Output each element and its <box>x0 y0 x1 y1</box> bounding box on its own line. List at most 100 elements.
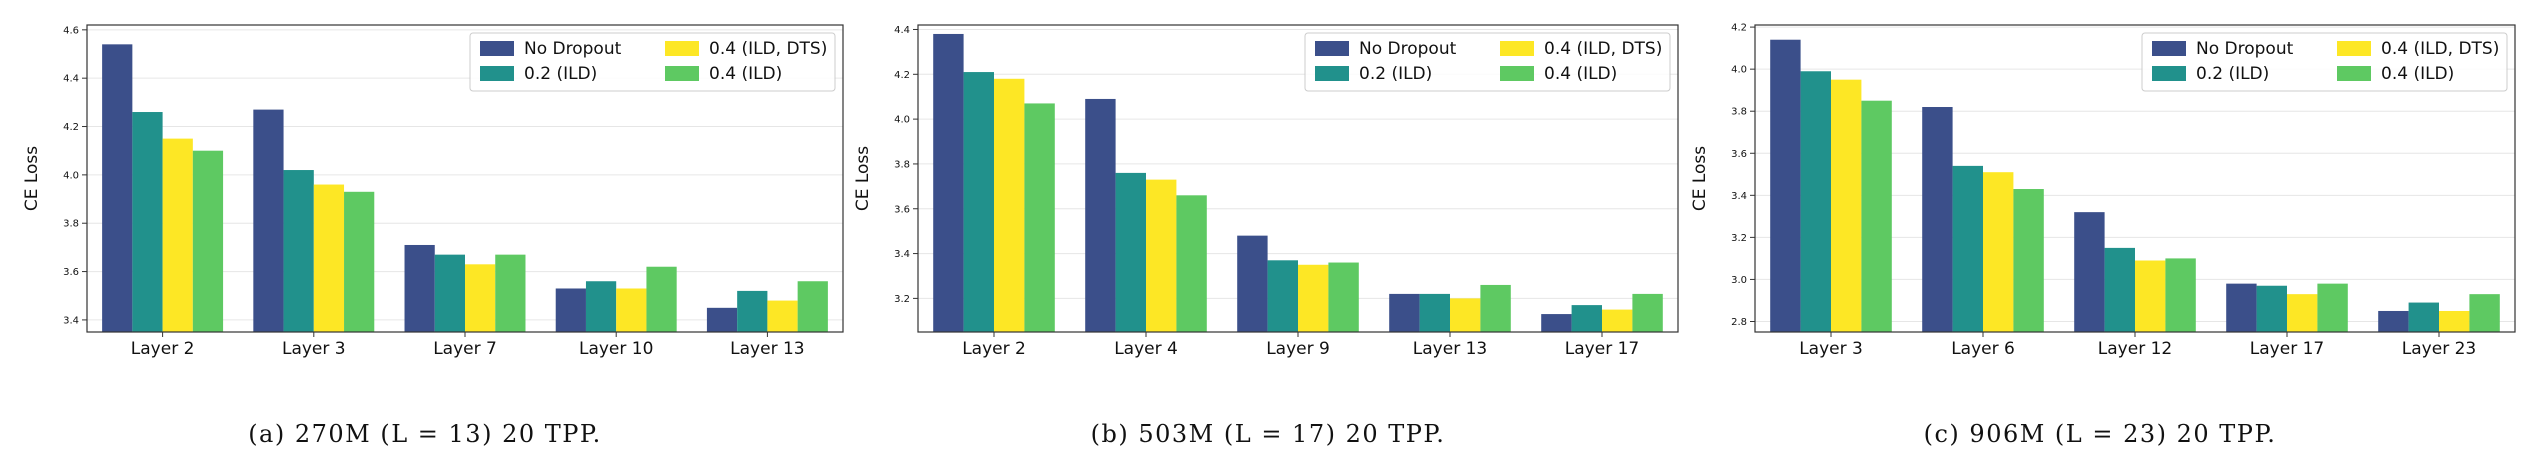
y-tick-label: 3.8 <box>1731 107 1747 118</box>
bar-2-1 <box>963 72 994 332</box>
bar-1-5 <box>2378 310 2409 332</box>
bar-4-4 <box>1480 284 1511 332</box>
x-tick-label: Layer 6 <box>1951 339 2015 359</box>
bar-3-3 <box>1298 264 1329 332</box>
bar-4-1 <box>1024 103 1055 332</box>
legend-swatch <box>665 66 699 81</box>
legend-label: No Dropout <box>524 39 622 59</box>
legend: No Dropout 0.2 (ILD) 0.4 (ILD, DTS) 0.4 (IL… <box>1304 32 1671 92</box>
bar-1-2 <box>1085 98 1116 332</box>
bar-2-3 <box>1267 260 1298 332</box>
legend-label: 0.4 (ILD, DTS) <box>709 39 827 59</box>
x-tick-label: Layer 7 <box>433 339 497 359</box>
plot-frame <box>86 24 844 333</box>
legend-box <box>469 32 836 92</box>
bar-3-2 <box>1146 179 1177 332</box>
x-tick-label: Layer 3 <box>282 339 346 359</box>
bar-4-3 <box>1328 262 1359 332</box>
y-tick-label: 4.2 <box>894 70 910 81</box>
bar-4-3 <box>2165 258 2196 332</box>
bar-3-5 <box>767 300 798 332</box>
plot-frame <box>917 24 1679 333</box>
bar-2-2 <box>1115 172 1146 332</box>
bar-3-1 <box>994 78 1025 332</box>
bar-2-5 <box>2408 302 2439 332</box>
legend-swatch <box>1315 66 1349 81</box>
bar-1-2 <box>1922 107 1953 332</box>
y-tick-label: 4.0 <box>894 115 910 126</box>
y-tick-label: 3.6 <box>894 204 910 215</box>
bar-1-5 <box>1541 314 1572 332</box>
x-tick-label: Layer 3 <box>1799 339 1863 359</box>
legend-label: 0.4 (ILD) <box>709 64 782 84</box>
bar-3-2 <box>1983 172 2014 332</box>
bar-4-4 <box>2317 283 2348 332</box>
bar-3-3 <box>465 264 496 332</box>
chart-panel-1: 3.4 3.6 3.8 4.0 4.2 4.4 4.6 Layer 2 Layer 3 Layer… <box>22 24 844 448</box>
legend-box <box>2141 32 2508 92</box>
bar-1-1 <box>102 44 133 332</box>
bar-1-4 <box>555 288 586 332</box>
bar-4-5 <box>2469 294 2500 332</box>
bar-2-4 <box>2256 285 2287 332</box>
x-tick-label: Layer 13 <box>1413 339 1487 359</box>
x-tick-label: Layer 2 <box>962 339 1026 359</box>
y-tick-label: 3.8 <box>894 159 910 170</box>
y-tick-label: 4.0 <box>1731 65 1747 76</box>
y-tick-label: 3.4 <box>63 315 79 326</box>
bar-3-5 <box>1602 309 1633 332</box>
legend-swatch <box>480 66 514 81</box>
legend: No Dropout 0.2 (ILD) 0.4 (ILD, DTS) 0.4 (IL… <box>2141 32 2508 92</box>
bar-3-1 <box>1831 79 1862 332</box>
y-axis-label: CE Loss <box>853 146 873 211</box>
legend-label: 0.4 (ILD) <box>1544 64 1617 84</box>
legend-label: 0.2 (ILD) <box>524 64 597 84</box>
legend-box <box>1304 32 1671 92</box>
legend-swatch <box>480 41 514 56</box>
x-tick-label: Layer 4 <box>1114 339 1178 359</box>
chart-panel-2: 3.2 3.4 3.6 3.8 4.0 4.2 4.4 Layer 2 Layer 4 Layer… <box>853 24 1679 448</box>
bar-1-2 <box>253 109 284 333</box>
bar-4-2 <box>344 191 375 332</box>
bar-3-2 <box>313 184 345 332</box>
bar-3-5 <box>2439 310 2470 332</box>
bar-2-2 <box>1952 165 1983 332</box>
subfigure-caption: (a) 270M (L = 13) 20 TPP. <box>248 420 602 448</box>
y-axis-label: CE Loss <box>22 146 42 211</box>
legend-swatch <box>665 41 699 56</box>
y-tick-label: 3.4 <box>1731 191 1747 202</box>
y-tick-label: 3.2 <box>1731 233 1747 244</box>
x-tick-label: Layer 17 <box>2250 339 2324 359</box>
chart-panel-3: 2.8 3.0 3.2 3.4 3.6 3.8 4.0 4.2 Layer 3 Layer 6 La… <box>1690 23 2516 448</box>
y-tick-label: 4.4 <box>63 74 79 85</box>
y-tick-label: 4.6 <box>63 25 79 36</box>
bar-4-5 <box>797 281 828 332</box>
bar-1-1 <box>1770 39 1801 332</box>
legend-swatch <box>1500 41 1534 56</box>
plot-frame <box>1754 24 2516 333</box>
bar-2-5 <box>1571 305 1602 332</box>
legend-swatch <box>2337 41 2371 56</box>
bar-3-4 <box>1450 298 1481 332</box>
bar-4-2 <box>1176 195 1207 332</box>
x-tick-label: Layer 12 <box>2098 339 2172 359</box>
bar-1-4 <box>2226 283 2257 332</box>
bar-4-2 <box>2013 189 2044 332</box>
bar-3-4 <box>616 288 647 332</box>
legend-swatch <box>2337 66 2371 81</box>
y-tick-label: 4.2 <box>63 122 79 133</box>
x-tick-label: Layer 17 <box>1565 339 1639 359</box>
bar-2-2 <box>283 170 314 332</box>
y-tick-label: 3.2 <box>894 294 910 305</box>
legend-label: 0.4 (ILD, DTS) <box>1544 39 1662 59</box>
legend-label: 0.4 (ILD) <box>2381 64 2454 84</box>
bar-2-5 <box>737 290 768 332</box>
legend-label: 0.2 (ILD) <box>2196 64 2269 84</box>
bar-2-3 <box>434 254 465 332</box>
y-tick-label: 3.4 <box>894 249 910 260</box>
x-tick-label: Layer 13 <box>730 339 804 359</box>
bar-2-1 <box>132 112 163 332</box>
bar-3-1 <box>162 138 193 332</box>
bar-2-3 <box>2104 247 2135 332</box>
